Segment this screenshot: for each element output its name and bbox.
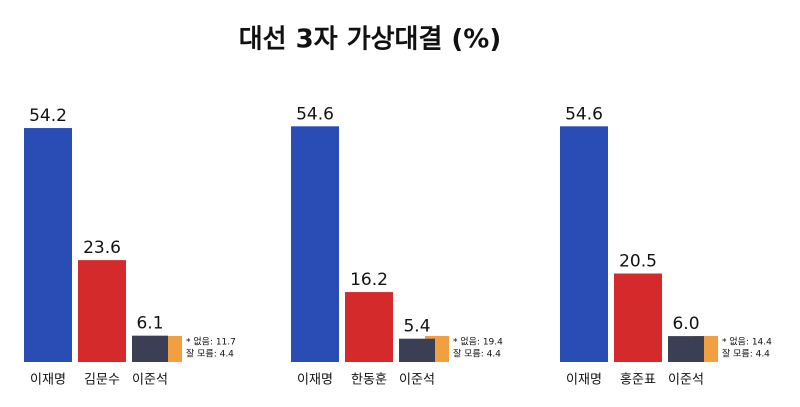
value-label: 20.5 [619,252,657,272]
x-tick-label: 이재명 [566,373,602,388]
value-label: 54.2 [29,106,67,126]
x-tick-label: 한동훈 [351,373,387,388]
note: 잘 모름: 4.4 [186,348,234,360]
note: * 없음: 19.4 [453,337,503,348]
value-label: 54.6 [296,104,334,124]
note: 잘 모름: 4.4 [722,348,770,360]
bar [132,335,168,362]
value-label: 54.6 [565,104,603,124]
value-label: 16.2 [350,270,388,290]
value-label: 23.6 [83,238,121,258]
value-label: 5.4 [403,317,430,337]
bar [78,260,126,362]
x-tick-label: 이준석 [132,373,168,388]
x-tick-label: 홍준표 [620,373,656,388]
value-label: 6.1 [136,314,163,334]
bar [614,273,662,362]
chart-title: 대선 3자 가상대결 (%) [239,25,502,55]
bar [345,292,393,362]
value-label: 6.0 [672,314,699,334]
note: * 없음: 11.7 [186,337,236,348]
x-tick-label: 이준석 [668,373,704,388]
bar [24,128,72,362]
x-tick-label: 이재명 [297,373,333,388]
note: 잘 모름: 4.4 [453,348,501,360]
bar [560,126,608,362]
x-tick-label: 김문수 [84,373,120,388]
bar [291,126,339,362]
x-tick-label: 이준석 [399,373,435,388]
bar [399,338,435,362]
note: * 없음: 14.4 [722,337,772,348]
bar [668,336,704,362]
x-tick-label: 이재명 [30,373,66,388]
